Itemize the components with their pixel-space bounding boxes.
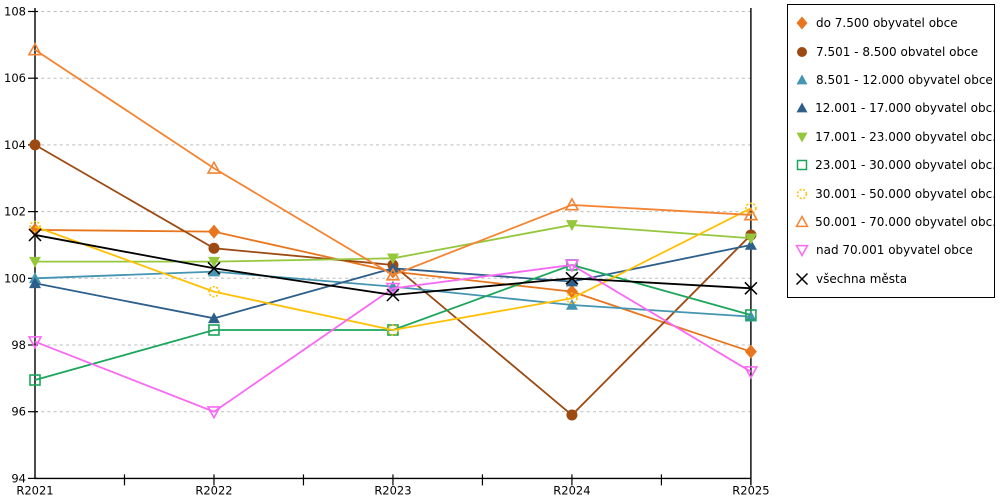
data-point bbox=[206, 160, 222, 174]
legend-label: 50.001 - 70.000 obyvatel obc... bbox=[815, 214, 994, 229]
x-category-label: R2022 bbox=[195, 483, 232, 497]
data-point bbox=[208, 242, 220, 254]
data-point bbox=[564, 197, 580, 211]
data-point bbox=[566, 409, 578, 421]
legend-marker-triangle-down-open-icon bbox=[795, 245, 809, 258]
data-point bbox=[565, 275, 578, 287]
data-point bbox=[565, 298, 578, 310]
legend-marker-circle-dotted-icon bbox=[796, 188, 808, 199]
x-category-label: R2021 bbox=[16, 483, 53, 497]
x-category-label: R2023 bbox=[374, 483, 411, 497]
data-point bbox=[29, 277, 41, 289]
data-point bbox=[564, 259, 580, 273]
legend-marker-x-icon bbox=[795, 272, 809, 285]
y-tick-label: 106 bbox=[4, 71, 26, 85]
series-7 bbox=[29, 202, 757, 336]
data-point bbox=[744, 233, 757, 245]
y-tick-label: 94 bbox=[11, 471, 26, 485]
x-category-label: R2025 bbox=[732, 483, 769, 497]
legend-marker-triangle-up-open-icon bbox=[795, 214, 809, 228]
data-point bbox=[385, 267, 401, 281]
legend-label: 17.001 - 23.000 obyvatel obc... bbox=[815, 129, 994, 144]
legend-marker-square-open-icon bbox=[796, 159, 808, 171]
series-line bbox=[34, 207, 752, 331]
data-point bbox=[207, 312, 220, 324]
data-point bbox=[744, 238, 757, 250]
legend-item-5: 17.001 - 23.000 obyvatel obc... bbox=[794, 127, 994, 147]
legend-item-4: 12.001 - 17.000 obyvatel obc... bbox=[794, 98, 994, 118]
legend-label: 30.001 - 50.000 obyvatel obc... bbox=[815, 186, 994, 201]
data-point bbox=[29, 220, 41, 233]
data-point bbox=[385, 282, 401, 296]
data-point bbox=[743, 366, 759, 380]
series-6 bbox=[29, 259, 757, 386]
legend-label: 7.501 - 8.500 obvatel obce bbox=[816, 44, 979, 59]
data-point bbox=[207, 261, 221, 275]
data-point bbox=[387, 324, 399, 336]
legend-label: všechna města bbox=[816, 271, 908, 286]
legend-box: do 7.500 obyvatel obce 7.501 - 8.500 obva… bbox=[787, 4, 995, 298]
data-point bbox=[27, 336, 43, 350]
data-point bbox=[29, 374, 41, 386]
legend-item-1: do 7.500 obyvatel obce bbox=[794, 13, 994, 33]
data-point bbox=[29, 139, 41, 151]
y-tick-label: 96 bbox=[11, 405, 26, 419]
legend-marker-triangle-up-icon bbox=[796, 74, 808, 85]
legend-label: do 7.500 obyvatel obce bbox=[816, 16, 958, 31]
data-point bbox=[28, 228, 42, 242]
legend-marker-circle-icon bbox=[797, 46, 807, 57]
data-point bbox=[566, 292, 578, 305]
legend-label: nad 70.001 obyvatel obce bbox=[816, 243, 973, 258]
data-point bbox=[207, 224, 220, 239]
data-point bbox=[744, 310, 757, 322]
data-point bbox=[743, 207, 759, 221]
data-point bbox=[386, 288, 400, 302]
data-point bbox=[744, 344, 757, 359]
legend-item-10: všechna města bbox=[794, 269, 994, 289]
legend-item-6: 23.001 - 30.000 obyvatel obc... bbox=[794, 155, 994, 175]
data-point bbox=[565, 220, 578, 231]
legend-marker-triangle-down-icon bbox=[796, 132, 808, 143]
data-point bbox=[206, 406, 222, 420]
x-category-label: R2024 bbox=[553, 483, 590, 497]
y-tick-label: 104 bbox=[4, 138, 26, 152]
legend-item-9: nad 70.001 obyvatel obce bbox=[794, 240, 994, 260]
series-line bbox=[34, 264, 752, 413]
data-point bbox=[744, 281, 758, 295]
legend-item-3: 8.501 - 12.000 obyvatel obce bbox=[794, 70, 994, 90]
series-line bbox=[34, 49, 751, 276]
legend-label: 12.001 - 17.000 obyvatel obc... bbox=[815, 101, 994, 116]
data-point bbox=[207, 256, 220, 268]
legend-marker-diamond-icon bbox=[796, 16, 808, 30]
data-point bbox=[745, 309, 757, 321]
legend-marker-triangle-up-icon bbox=[796, 102, 808, 113]
data-point bbox=[208, 324, 220, 336]
y-tick-label: 98 bbox=[11, 338, 26, 352]
legend-item-2: 7.501 - 8.500 obvatel obce bbox=[794, 42, 994, 62]
data-point bbox=[29, 222, 41, 237]
legend-label: 8.501 - 12.000 obyvatel obce bbox=[816, 72, 993, 87]
data-point bbox=[386, 253, 399, 265]
legend-label: 23.001 - 30.000 obyvatel obc... bbox=[815, 158, 994, 173]
series-9 bbox=[27, 259, 759, 420]
series-8 bbox=[27, 42, 759, 281]
legend-item-8: 50.001 - 70.000 obyvatel obc... bbox=[794, 212, 994, 232]
y-tick-label: 102 bbox=[4, 205, 26, 219]
y-tick-label: 108 bbox=[4, 5, 26, 19]
data-point bbox=[29, 256, 41, 268]
data-point bbox=[745, 202, 757, 215]
series-10 bbox=[28, 228, 758, 302]
legend-item-7: 30.001 - 50.000 obyvatel obc... bbox=[794, 184, 994, 204]
y-tick-label: 100 bbox=[4, 271, 26, 285]
data-point bbox=[565, 271, 579, 285]
data-point bbox=[27, 42, 43, 56]
data-point bbox=[207, 265, 220, 277]
series-5 bbox=[29, 220, 757, 268]
data-point bbox=[208, 285, 220, 298]
